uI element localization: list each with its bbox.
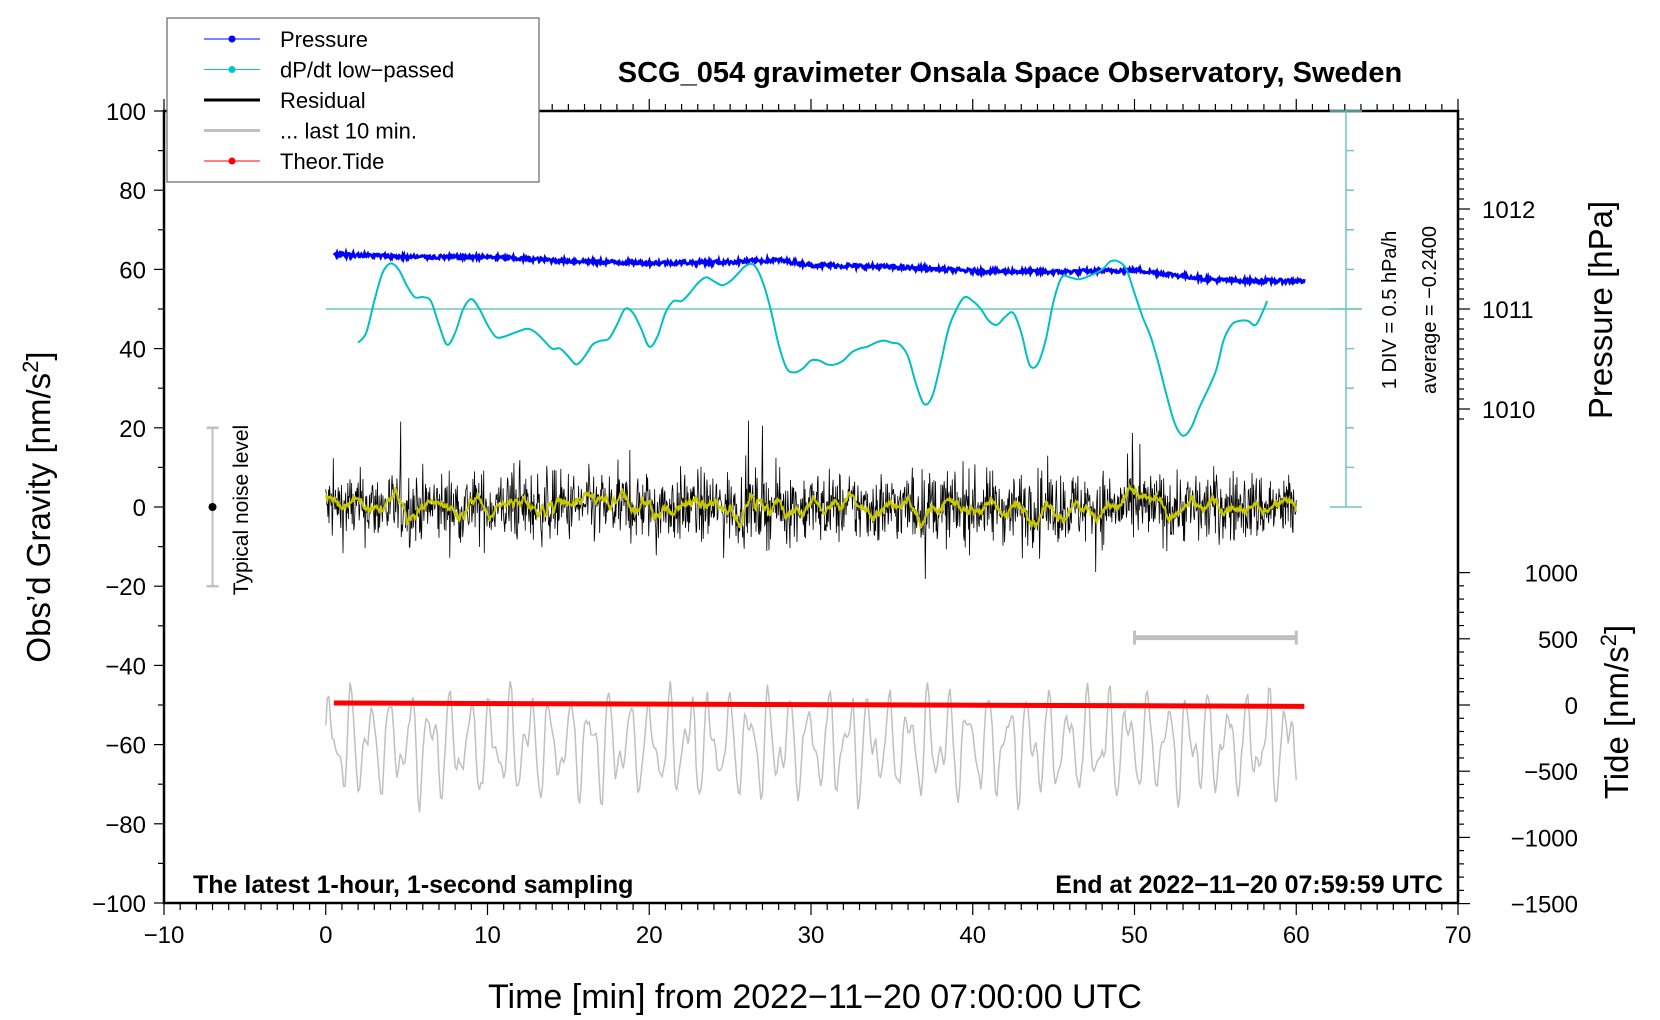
tide-tick-label: 1000 <box>1525 561 1578 588</box>
legend-label: Pressure <box>280 27 368 52</box>
y-tick-label: −60 <box>105 733 146 760</box>
x-tick-label: 30 <box>798 922 825 949</box>
legend: Pressure dP/dt low−passed Residual ... last… <box>166 17 540 183</box>
last-10-min-line <box>325 681 1297 813</box>
x-axis-label: Time [min] from 2022−11−20 07:00:00 UTC <box>488 978 1142 1016</box>
y-tick-label: 100 <box>106 99 146 126</box>
legend-label: ... last 10 min. <box>280 119 417 144</box>
pressure-tick-label: 1012 <box>1482 197 1535 224</box>
x-tick-label: 20 <box>636 922 663 949</box>
y-tick-label: 40 <box>119 337 146 364</box>
legend-swatch-marker <box>228 66 236 73</box>
legend-label: dP/dt low−passed <box>280 58 454 83</box>
y-tick-label: −80 <box>105 812 146 839</box>
y-tick-label: 80 <box>119 178 146 205</box>
pressure-tick-label: 1011 <box>1482 297 1534 324</box>
div-label: 1 DIV = 0.5 hPa/h <box>1379 231 1401 389</box>
tide-axis-label-text: Tide [nm/s <box>1598 646 1635 799</box>
x-tick-label: 70 <box>1445 922 1472 949</box>
legend-label: Residual <box>280 88 366 113</box>
chart-title: SCG_054 gravimeter Onsala Space Observat… <box>618 57 1402 89</box>
left-note: The latest 1-hour, 1-second sampling <box>193 871 633 899</box>
y-tick-label: 60 <box>119 257 146 284</box>
tide-axis-label-sup: 2 <box>1596 634 1621 646</box>
x-tick-label: 60 <box>1283 922 1310 949</box>
x-tick-label: −10 <box>144 922 185 949</box>
tick-labels: −10 0 10 20 30 40 50 60 70100806040200−20−40−60−… <box>92 99 1578 949</box>
noise-level-label: Typical noise level <box>230 425 253 595</box>
x-tick-label: 10 <box>474 922 501 949</box>
tide-line <box>333 700 1305 709</box>
dpdt-line <box>357 259 1269 437</box>
legend-label: Theor.Tide <box>280 149 384 174</box>
y-axis-label: Obs’d Gravity [nm/s2] <box>18 351 57 662</box>
y-tick-label: −40 <box>105 653 146 680</box>
pressure-tick-label: 1010 <box>1482 397 1535 424</box>
pressure-line <box>332 247 1306 289</box>
legend-swatch-marker <box>228 157 236 165</box>
legend-entries: Pressure dP/dt low−passed Residual ... last… <box>204 27 454 174</box>
plot-frame <box>162 109 1460 905</box>
series-layer <box>206 110 1362 813</box>
right-note: End at 2022−11−20 07:59:59 UTC <box>1055 871 1443 899</box>
tide-tick-label: 500 <box>1538 627 1578 654</box>
residual-smoothed-line <box>324 482 1298 530</box>
tide-tick-label: 0 <box>1565 693 1578 720</box>
tide-tick-label: −1500 <box>1511 892 1578 919</box>
y-axis-label-sup: 2 <box>18 361 43 373</box>
tide-tick-label: −500 <box>1524 759 1578 786</box>
y-tick-label: 0 <box>133 495 146 522</box>
y-tick-label: −20 <box>105 574 146 601</box>
x-tick-label: 0 <box>319 922 332 949</box>
average-label: average = −0.2400 <box>1419 226 1441 394</box>
legend-swatch-marker <box>228 35 236 43</box>
x-tick-label: 40 <box>959 922 986 949</box>
y-tick-label: −100 <box>92 891 146 918</box>
x-tick-label: 50 <box>1121 922 1148 949</box>
y-tick-label: 20 <box>119 416 146 443</box>
y-axis-label-end: ] <box>20 351 57 360</box>
tide-axis-label: Tide [nm/s2] <box>1596 625 1635 799</box>
noise-level-dot <box>208 503 217 511</box>
pressure-axis-label: Pressure [hPa] <box>1582 201 1619 419</box>
tide-axis-label-end: ] <box>1598 625 1635 634</box>
tide-tick-label: −1000 <box>1511 825 1578 852</box>
y-axis-label-text: Obs’d Gravity [nm/s <box>20 373 57 663</box>
